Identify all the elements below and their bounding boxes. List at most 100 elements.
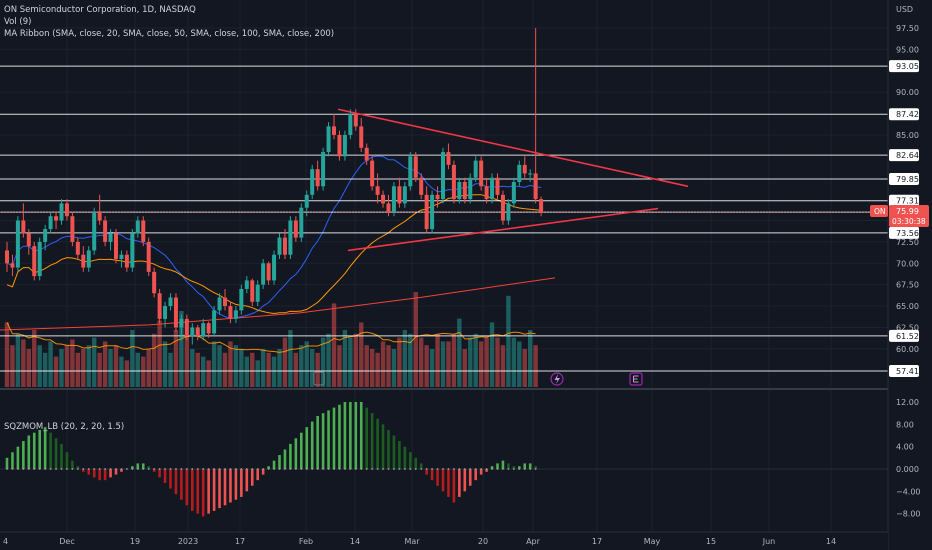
volume-bar (364, 345, 369, 387)
time-tick-label: Apr (526, 537, 541, 546)
volume-bar (250, 352, 255, 387)
squeeze-dot (507, 468, 510, 470)
volume-bar (233, 345, 239, 387)
squeeze-dot (142, 468, 145, 470)
candle-body (402, 186, 407, 204)
squeeze-dot (49, 468, 52, 470)
candle-body (517, 164, 522, 183)
squeeze-dot (245, 468, 248, 470)
volume-bar (53, 356, 59, 387)
squeeze-dot (251, 468, 254, 470)
candle-body (495, 177, 500, 195)
candle-body (310, 169, 315, 195)
volume-bar (282, 337, 288, 387)
volume-bar (157, 320, 162, 387)
volume-bar (506, 295, 511, 387)
candle-body (81, 254, 86, 268)
squeeze-dot (436, 468, 439, 470)
candle-body (353, 113, 358, 127)
volume-bar (528, 330, 533, 387)
level-tag-bg (889, 173, 919, 186)
volume-bar (92, 337, 97, 387)
squeeze-dot (529, 468, 532, 470)
squeeze-dot (153, 468, 156, 470)
volume-bar (402, 330, 408, 387)
volume-bar (179, 311, 184, 387)
time-tick-label: 15 (706, 537, 716, 546)
level-tag-label: 79.85 (896, 175, 919, 184)
squeeze-dot (11, 468, 14, 470)
squeeze-dot (131, 468, 134, 470)
volume-bar (206, 360, 211, 387)
candle-body (130, 233, 135, 268)
candle-body (108, 233, 113, 242)
level-tag-bg (889, 60, 919, 73)
squeeze-dot (403, 468, 406, 470)
squeeze-dot (420, 468, 423, 470)
candle-body (244, 280, 249, 289)
squeeze-dot (284, 468, 286, 470)
price-tick-label: 67.50 (896, 281, 919, 290)
volume-bar (495, 337, 500, 387)
candle-body (10, 263, 15, 268)
squeeze-dot (71, 468, 74, 470)
squeeze-dot (185, 468, 188, 470)
time-tick-label: 2023 (178, 537, 198, 546)
earnings-icon (633, 375, 639, 383)
price-tick-label: 85.00 (896, 131, 919, 140)
indicator-legend[interactable]: SQZMOM_LB (20, 2, 20, 1.5) (4, 422, 125, 432)
candle-body (413, 156, 418, 178)
candle-body (506, 203, 511, 221)
candle-body (201, 323, 206, 337)
squeeze-dot (469, 468, 472, 470)
volume-bar (228, 341, 233, 387)
time-axis[interactable]: 4 Dec 19 2023 17 Feb 14 Mar 20 Apr 17 May 15 Jun 14 (3, 537, 836, 546)
time-tick-label: Mar (404, 537, 420, 546)
candle-body (288, 220, 293, 255)
candle-body (168, 297, 173, 307)
candle-body (359, 126, 364, 148)
time-axis-bg (0, 532, 888, 550)
symbol-tag-label: ON (874, 207, 886, 216)
candle-body (391, 186, 396, 212)
time-tick-label: Jun (762, 537, 776, 546)
candle-body (457, 182, 462, 200)
candle-body (533, 173, 538, 200)
candle-body (32, 246, 37, 277)
volume-bar (119, 356, 124, 387)
ma-ribbon-legend[interactable]: MA Ribbon (SMA, close, 20, SMA, close, 5… (4, 29, 335, 39)
volume-bar (468, 337, 473, 387)
volume-legend[interactable]: Vol (9) (4, 17, 32, 27)
squeeze-dot (376, 468, 379, 470)
volume-bar (386, 345, 391, 387)
momentum-axis[interactable]: 12.00 8.00 4.00 0.000 −4.00 −8.00 (896, 398, 921, 519)
candle-body (282, 237, 287, 255)
volume-bar (293, 352, 299, 387)
volume-bar (462, 349, 467, 387)
price-axis[interactable]: 97.5095.0090.0085.0075.0072.5070.0067.50… (896, 24, 919, 354)
volume-bar (26, 349, 31, 387)
event-markers[interactable] (313, 371, 643, 386)
trendlines[interactable] (337, 108, 689, 252)
symbol-legend[interactable]: ON Semiconductor Corporation, 1D, NASDAQ (4, 5, 196, 15)
volume-bar (239, 349, 244, 387)
currency-label: USD (896, 5, 913, 14)
candle-body (462, 182, 467, 200)
volume-bar (271, 356, 277, 387)
candle-body (484, 186, 489, 200)
candle-body (473, 160, 478, 178)
squeeze-dot (76, 468, 79, 470)
candle-body (342, 134, 347, 157)
squeeze-dot (442, 468, 444, 470)
squeeze-dot (294, 468, 297, 470)
candle-body (446, 152, 451, 165)
sma-100-line (0, 277, 556, 331)
volume-bar (424, 345, 429, 387)
candle-body (179, 318, 184, 328)
volume-bar (266, 352, 271, 387)
volume-bar (429, 349, 435, 387)
symbol-tag-bg (870, 205, 888, 218)
squeeze-dot (17, 468, 19, 470)
candle-body (435, 194, 440, 200)
